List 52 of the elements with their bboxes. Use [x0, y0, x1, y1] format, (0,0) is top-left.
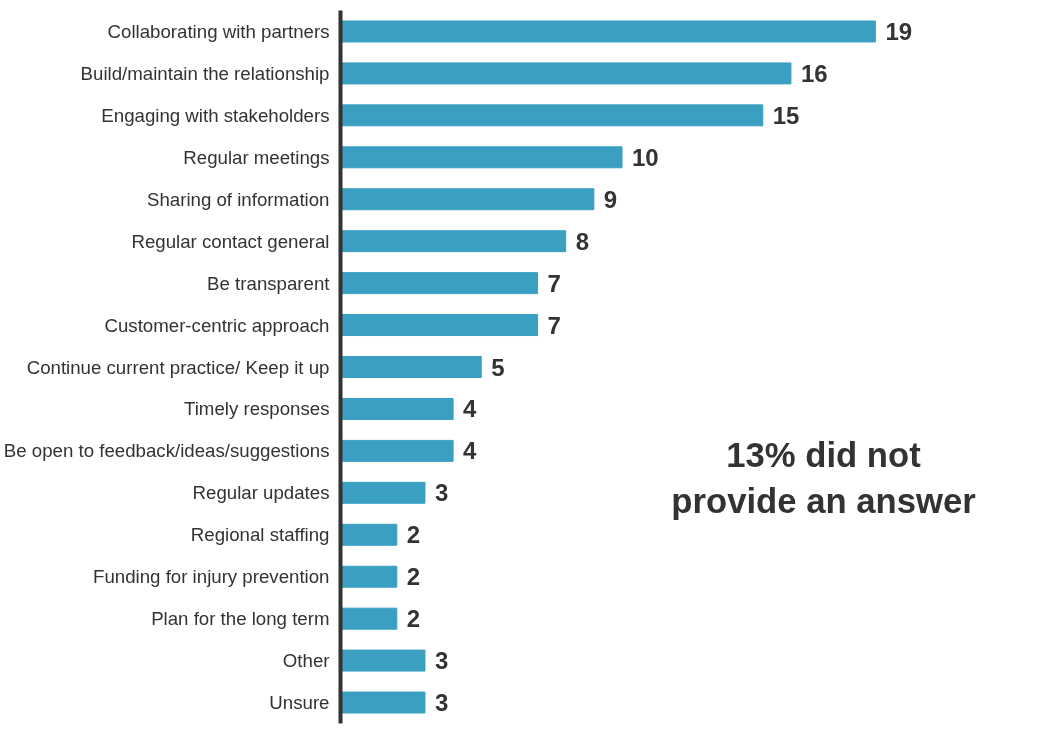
y-tick-label: Regional staffing: [190, 524, 330, 546]
bar: [340, 691, 426, 714]
y-tick-label: Be transparent: [207, 272, 331, 294]
bar: [340, 649, 426, 672]
data-label: 7: [547, 269, 561, 297]
bar: [340, 20, 876, 43]
bar: [340, 607, 398, 630]
data-label: 15: [772, 101, 800, 129]
y-tick-label: Sharing of information: [146, 188, 330, 210]
bar: [340, 62, 792, 85]
data-label: 16: [800, 59, 828, 87]
y-tick-label: Other: [282, 650, 330, 672]
data-label: 5: [491, 353, 505, 381]
bar: [340, 146, 623, 169]
y-tick-label: Continue current practice/ Keep it up: [26, 356, 330, 378]
y-tick-label: Be open to feedback/ideas/suggestions: [3, 440, 330, 462]
data-label: 2: [406, 605, 421, 633]
bar: [340, 356, 482, 378]
data-label: 8: [575, 227, 590, 255]
data-label: 4: [463, 437, 478, 465]
data-label: 3: [434, 689, 449, 717]
y-tick-label: Timely responses: [184, 398, 330, 420]
data-label: 2: [406, 521, 421, 549]
bar: [340, 272, 539, 295]
bar: [340, 104, 764, 127]
y-tick-label: Regular contact general: [131, 230, 330, 252]
y-tick-label: Engaging with stakeholders: [101, 104, 330, 126]
data-label: 7: [547, 311, 561, 339]
bar: [340, 188, 595, 211]
y-tick-label: Unsure: [269, 692, 330, 714]
y-tick-label: Regular meetings: [183, 146, 330, 168]
bar: [340, 523, 398, 546]
annotation: 13% did not provide an answer: [671, 435, 976, 520]
bar: [340, 565, 398, 588]
data-label: 2: [406, 563, 421, 591]
data-label: 4: [463, 395, 478, 423]
bar: [340, 439, 454, 462]
data-label: 3: [434, 479, 449, 507]
data-label: 19: [885, 17, 913, 45]
bar: [340, 397, 454, 420]
data-label: 3: [434, 647, 449, 675]
bar: [340, 481, 426, 504]
data-label: 9: [603, 185, 618, 213]
y-tick-label: Funding for injury prevention: [93, 566, 330, 588]
bar: [340, 230, 567, 253]
bar: [340, 314, 539, 337]
y-tick-label: Collaborating with partners: [107, 20, 330, 42]
y-tick-label: Build/maintain the relationship: [80, 62, 330, 84]
data-label: 10: [632, 143, 659, 171]
y-tick-label: Customer-centric approach: [104, 314, 330, 336]
y-tick-label: Regular updates: [192, 482, 330, 504]
y-tick-label: Plan for the long term: [151, 608, 330, 630]
